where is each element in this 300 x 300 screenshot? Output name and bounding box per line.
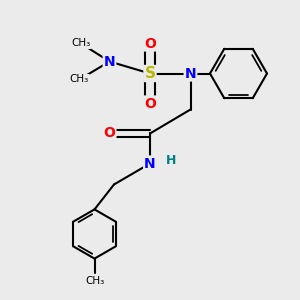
Text: N: N [104,55,115,68]
Text: CH₃: CH₃ [71,38,91,49]
Text: CH₃: CH₃ [85,275,104,286]
Text: O: O [144,37,156,50]
Text: S: S [145,66,155,81]
Text: CH₃: CH₃ [70,74,89,85]
Text: H: H [166,154,176,167]
Text: N: N [185,67,196,80]
Text: N: N [144,157,156,170]
Text: O: O [103,127,116,140]
Text: O: O [144,97,156,110]
